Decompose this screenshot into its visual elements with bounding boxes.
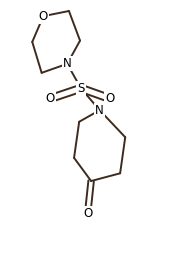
Text: O: O xyxy=(83,207,92,220)
Text: O: O xyxy=(105,92,115,105)
Text: O: O xyxy=(39,10,48,23)
Text: O: O xyxy=(46,92,55,105)
Text: S: S xyxy=(77,82,85,95)
Text: N: N xyxy=(95,104,104,117)
Text: N: N xyxy=(63,57,72,70)
